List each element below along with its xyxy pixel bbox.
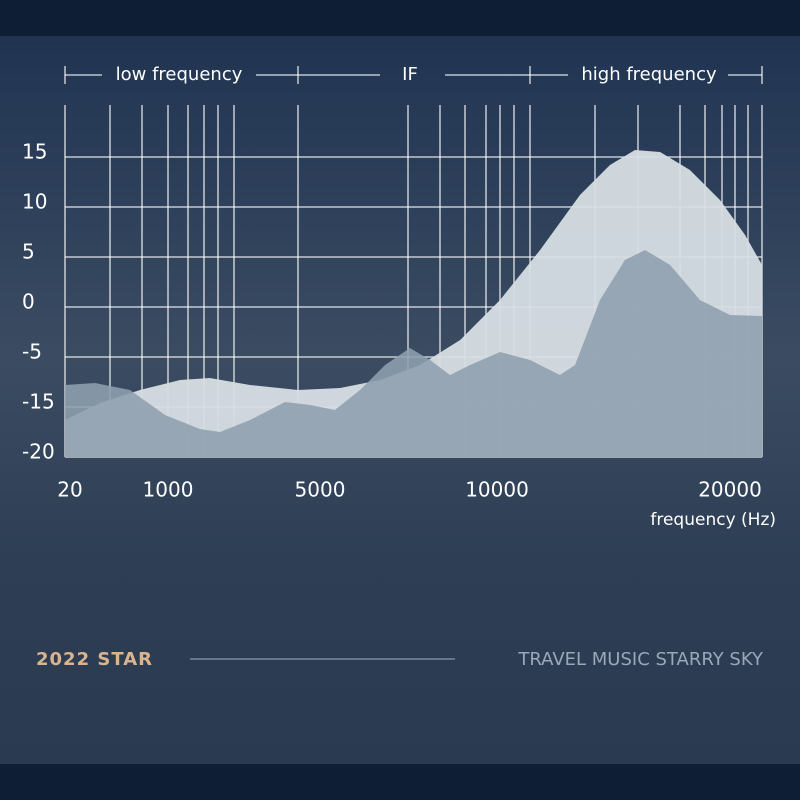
brand: 2022 STAR	[36, 649, 153, 670]
y-tick-label: -20	[22, 440, 55, 464]
x-tick-label: 10000	[465, 478, 529, 502]
top-band	[0, 0, 800, 36]
band-header: low frequency IF high frequency	[64, 64, 763, 85]
x-axis-label: frequency (Hz)	[650, 510, 776, 530]
band-label: IF	[402, 64, 418, 85]
x-tick-label: 20	[57, 478, 82, 502]
band-label: high frequency	[581, 64, 717, 85]
x-tick-label: 5000	[295, 478, 346, 502]
area	[65, 250, 762, 457]
y-tick-label: 10	[22, 190, 47, 214]
y-tick-label: -5	[22, 340, 42, 364]
tagline: TRAVEL MUSIC STARRY SKY	[517, 649, 764, 670]
plot	[65, 150, 762, 457]
y-tick-label: -15	[22, 390, 55, 414]
y-tick-label: 5	[22, 240, 35, 264]
y-tick-label: 0	[22, 290, 35, 314]
x-tick-label: 1000	[143, 478, 194, 502]
y-tick-label: 15	[22, 140, 47, 164]
bottom-band	[0, 764, 800, 800]
x-tick-label: 20000	[698, 478, 762, 502]
band-label: low frequency	[116, 64, 243, 85]
